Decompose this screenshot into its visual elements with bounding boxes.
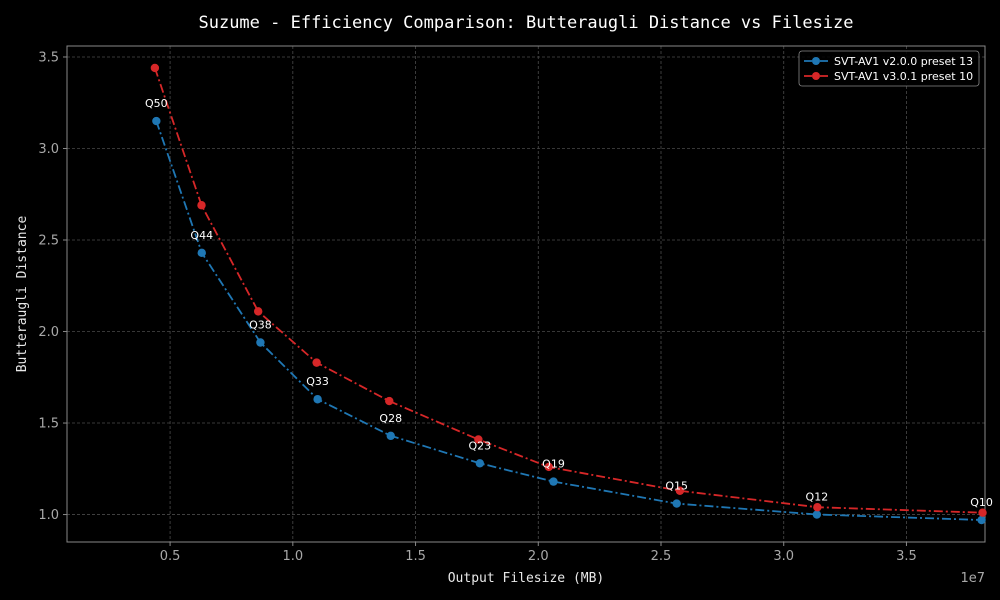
- series-1-point: [152, 116, 161, 126]
- plot-frame: [66, 45, 986, 543]
- annotation-label: Q19: [542, 458, 565, 471]
- annotation-label: Q28: [379, 412, 402, 425]
- y-tick-label: 2.5: [38, 234, 59, 249]
- legend-marker-2: [812, 72, 820, 80]
- series-2-point: [978, 508, 987, 517]
- series-2-point: [675, 486, 685, 495]
- series-lines: [150, 63, 987, 525]
- chart-title: Suzume - Efficiency Comparison: Butterau…: [198, 13, 853, 33]
- series-1-point: [475, 459, 485, 468]
- series-line-2: [154, 67, 983, 514]
- x-tick-label: 2.0: [528, 549, 549, 564]
- y-tick-label: 1.5: [38, 417, 59, 432]
- x-tick-label: 0.5: [160, 549, 181, 564]
- y-tick-label: 3.0: [38, 142, 59, 157]
- annotation-label: Q33: [306, 375, 329, 388]
- y-tick-label: 3.5: [38, 50, 59, 65]
- x-tick-label: 2.5: [651, 549, 672, 564]
- annotation-label: Q15: [665, 480, 688, 493]
- y-axis-label: Butteraugli Distance: [15, 216, 30, 373]
- annotation-label: Q44: [190, 229, 213, 242]
- series-2-point: [544, 462, 554, 472]
- x-axis-offset-label: 1e7: [960, 571, 985, 586]
- y-tick-label: 2.0: [38, 325, 59, 340]
- annotation-label: Q23: [469, 439, 492, 452]
- series-1-point: [386, 431, 395, 441]
- series-2-point: [474, 435, 483, 444]
- series-1-point: [549, 477, 558, 486]
- legend: SVT-AV1 v2.0.0 preset 13 SVT-AV1 v3.0.1 p…: [798, 50, 980, 87]
- x-tick-label: 1.5: [405, 549, 426, 564]
- series-2-point: [312, 358, 321, 367]
- series-2-point: [197, 201, 206, 210]
- legend-box: [798, 50, 980, 87]
- series-1-point: [313, 395, 322, 404]
- series-line-1: [155, 120, 982, 521]
- axis-ticks: 0.5 1.0 1.5 2.0 2.5 3.0 3.5 1.0 1.5 2.0 2.5 3.0 3.5: [38, 50, 916, 564]
- legend-marker-1: [812, 57, 820, 65]
- legend-label: SVT-AV1 v2.0.0 preset 13: [834, 55, 973, 68]
- series-1-point: [812, 510, 822, 519]
- series-1-point: [197, 248, 206, 258]
- series-2-point: [254, 307, 263, 316]
- x-tick-label: 3.5: [896, 549, 917, 564]
- x-tick-label: 1.0: [282, 549, 303, 564]
- annotations: Q50 Q44 Q38 Q33 Q28 Q23 Q19 Q15 Q12 Q10: [145, 97, 993, 509]
- series-2-point: [813, 503, 822, 512]
- y-tick-label: 1.0: [38, 508, 59, 523]
- annotation-label: Q12: [806, 491, 829, 504]
- legend-label: SVT-AV1 v3.0.1 preset 10: [834, 70, 973, 83]
- series-1-point: [672, 499, 681, 508]
- x-axis-label: Output Filesize (MB): [448, 571, 605, 586]
- annotation-label: Q38: [249, 319, 272, 332]
- annotation-label: Q10: [970, 496, 993, 509]
- x-tick-label: 3.0: [773, 549, 794, 564]
- annotation-label: Q50: [145, 97, 168, 110]
- series-1-point: [977, 515, 986, 525]
- series-1-point: [256, 338, 265, 347]
- series-2-point: [385, 396, 394, 406]
- series-2-point: [150, 63, 160, 73]
